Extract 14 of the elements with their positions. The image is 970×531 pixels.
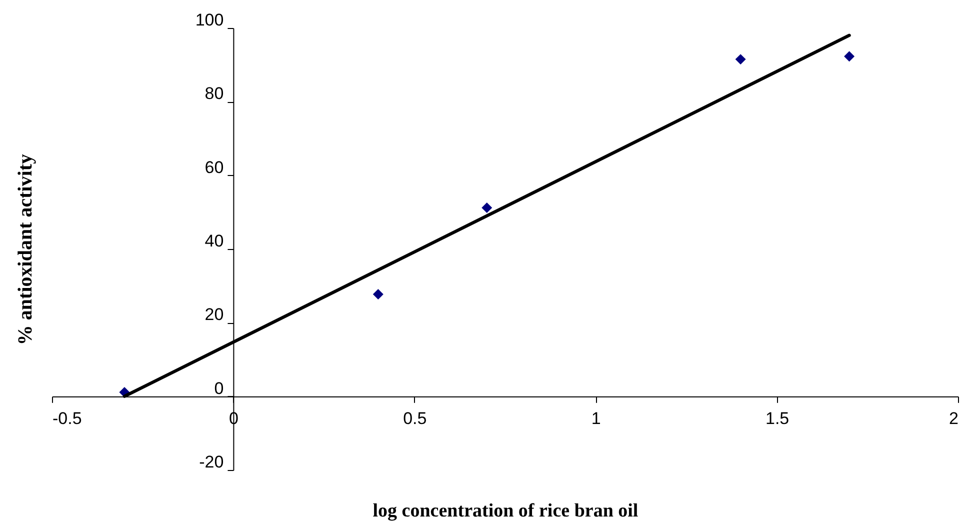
- x-tick-label: 2: [949, 408, 958, 428]
- y-tick-label: 60: [204, 158, 224, 177]
- y-axis-title: % antioxidant activity: [14, 154, 36, 346]
- x-tick-label: -0.5: [52, 408, 82, 428]
- y-tick-label: 40: [204, 232, 224, 250]
- y-tick-label: -20: [199, 452, 224, 472]
- x-tick-label: 0.5: [403, 408, 427, 428]
- x-tick-label: 1.5: [765, 408, 790, 428]
- y-tick-label: 20: [204, 305, 224, 324]
- x-axis-title: log concentration of rice bran oil: [372, 500, 638, 522]
- y-tick-label: 0: [214, 378, 224, 398]
- y-tick-label: 100: [195, 10, 224, 30]
- y-tick-label: 80: [204, 84, 224, 104]
- x-tick-label: 1: [591, 408, 601, 428]
